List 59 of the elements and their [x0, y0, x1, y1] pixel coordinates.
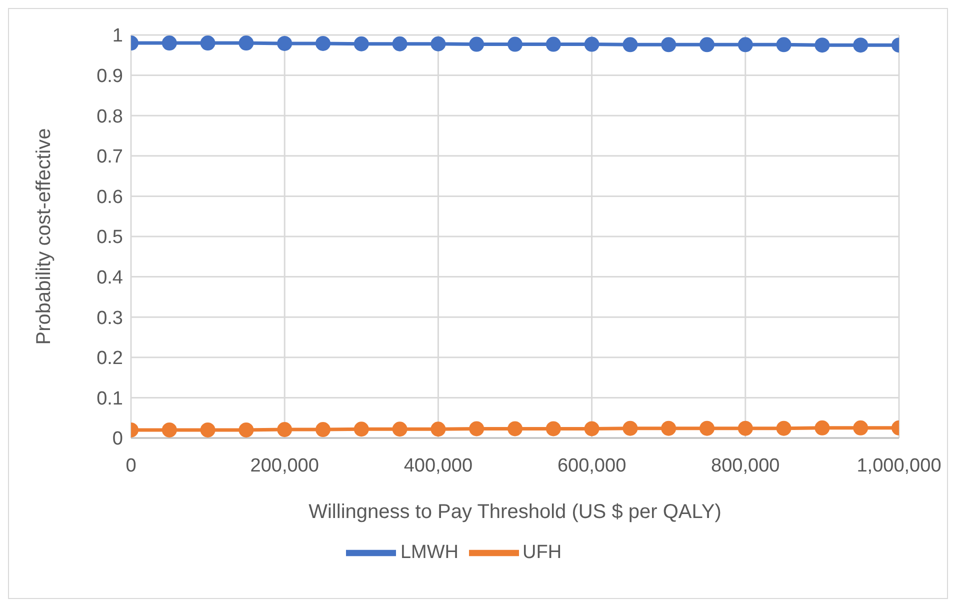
- point: [469, 421, 484, 436]
- point: [700, 420, 714, 436]
- x-tick-label: 400,000: [404, 455, 473, 476]
- x-tick-label: 1,000,000: [856, 455, 942, 476]
- point: [392, 36, 408, 52]
- y-tick-label: 0.2: [96, 348, 123, 370]
- point: [508, 421, 522, 436]
- point: [546, 421, 561, 436]
- point: [508, 36, 522, 52]
- point: [661, 37, 676, 52]
- point: [162, 422, 177, 438]
- point: [546, 36, 561, 52]
- y-tick-label: 0: [112, 428, 123, 450]
- y-tick-label: 0.3: [96, 308, 123, 329]
- point: [776, 420, 792, 436]
- y-axis-title: Probability cost-effective: [33, 128, 56, 345]
- x-tick-label: 600,000: [557, 455, 626, 476]
- point: [200, 36, 216, 51]
- legend-label: LMWH: [400, 542, 458, 564]
- point: [776, 37, 792, 52]
- y-tick-label: 0.8: [96, 106, 123, 128]
- y-tick-label: 1: [112, 26, 123, 47]
- point: [430, 422, 446, 437]
- point: [162, 36, 177, 51]
- legend-label: UFH: [522, 542, 562, 564]
- point: [584, 36, 600, 52]
- point: [622, 37, 638, 52]
- point: [316, 422, 330, 438]
- point: [738, 37, 753, 52]
- point: [853, 420, 868, 436]
- y-tick-label: 0.1: [96, 388, 123, 410]
- y-tick-label: 0.4: [96, 268, 124, 289]
- point: [277, 36, 292, 51]
- y-tick-label: 0.9: [96, 66, 123, 88]
- point: [622, 420, 638, 436]
- point: [277, 422, 292, 438]
- y-tick-label: 0.6: [96, 186, 123, 208]
- point: [238, 36, 254, 51]
- x-tick-label: 200,000: [250, 455, 319, 476]
- point: [392, 422, 408, 437]
- y-tick-label: 0.5: [96, 227, 123, 248]
- point: [853, 38, 868, 53]
- point: [700, 37, 714, 52]
- x-tick-label: 800,000: [711, 455, 780, 476]
- point: [430, 36, 446, 52]
- point: [316, 36, 330, 51]
- point: [584, 421, 600, 436]
- x-tick-label: 0: [126, 455, 136, 476]
- y-tick-label: 0.7: [96, 146, 123, 168]
- point: [354, 422, 369, 437]
- point: [738, 420, 753, 436]
- point: [814, 420, 830, 436]
- point: [661, 420, 676, 436]
- point: [200, 422, 216, 438]
- point: [814, 38, 830, 53]
- point: [354, 36, 369, 52]
- point: [469, 36, 484, 52]
- point: [238, 422, 254, 438]
- x-axis-title: Willingness to Pay Threshold (US $ per QALY): [308, 501, 722, 523]
